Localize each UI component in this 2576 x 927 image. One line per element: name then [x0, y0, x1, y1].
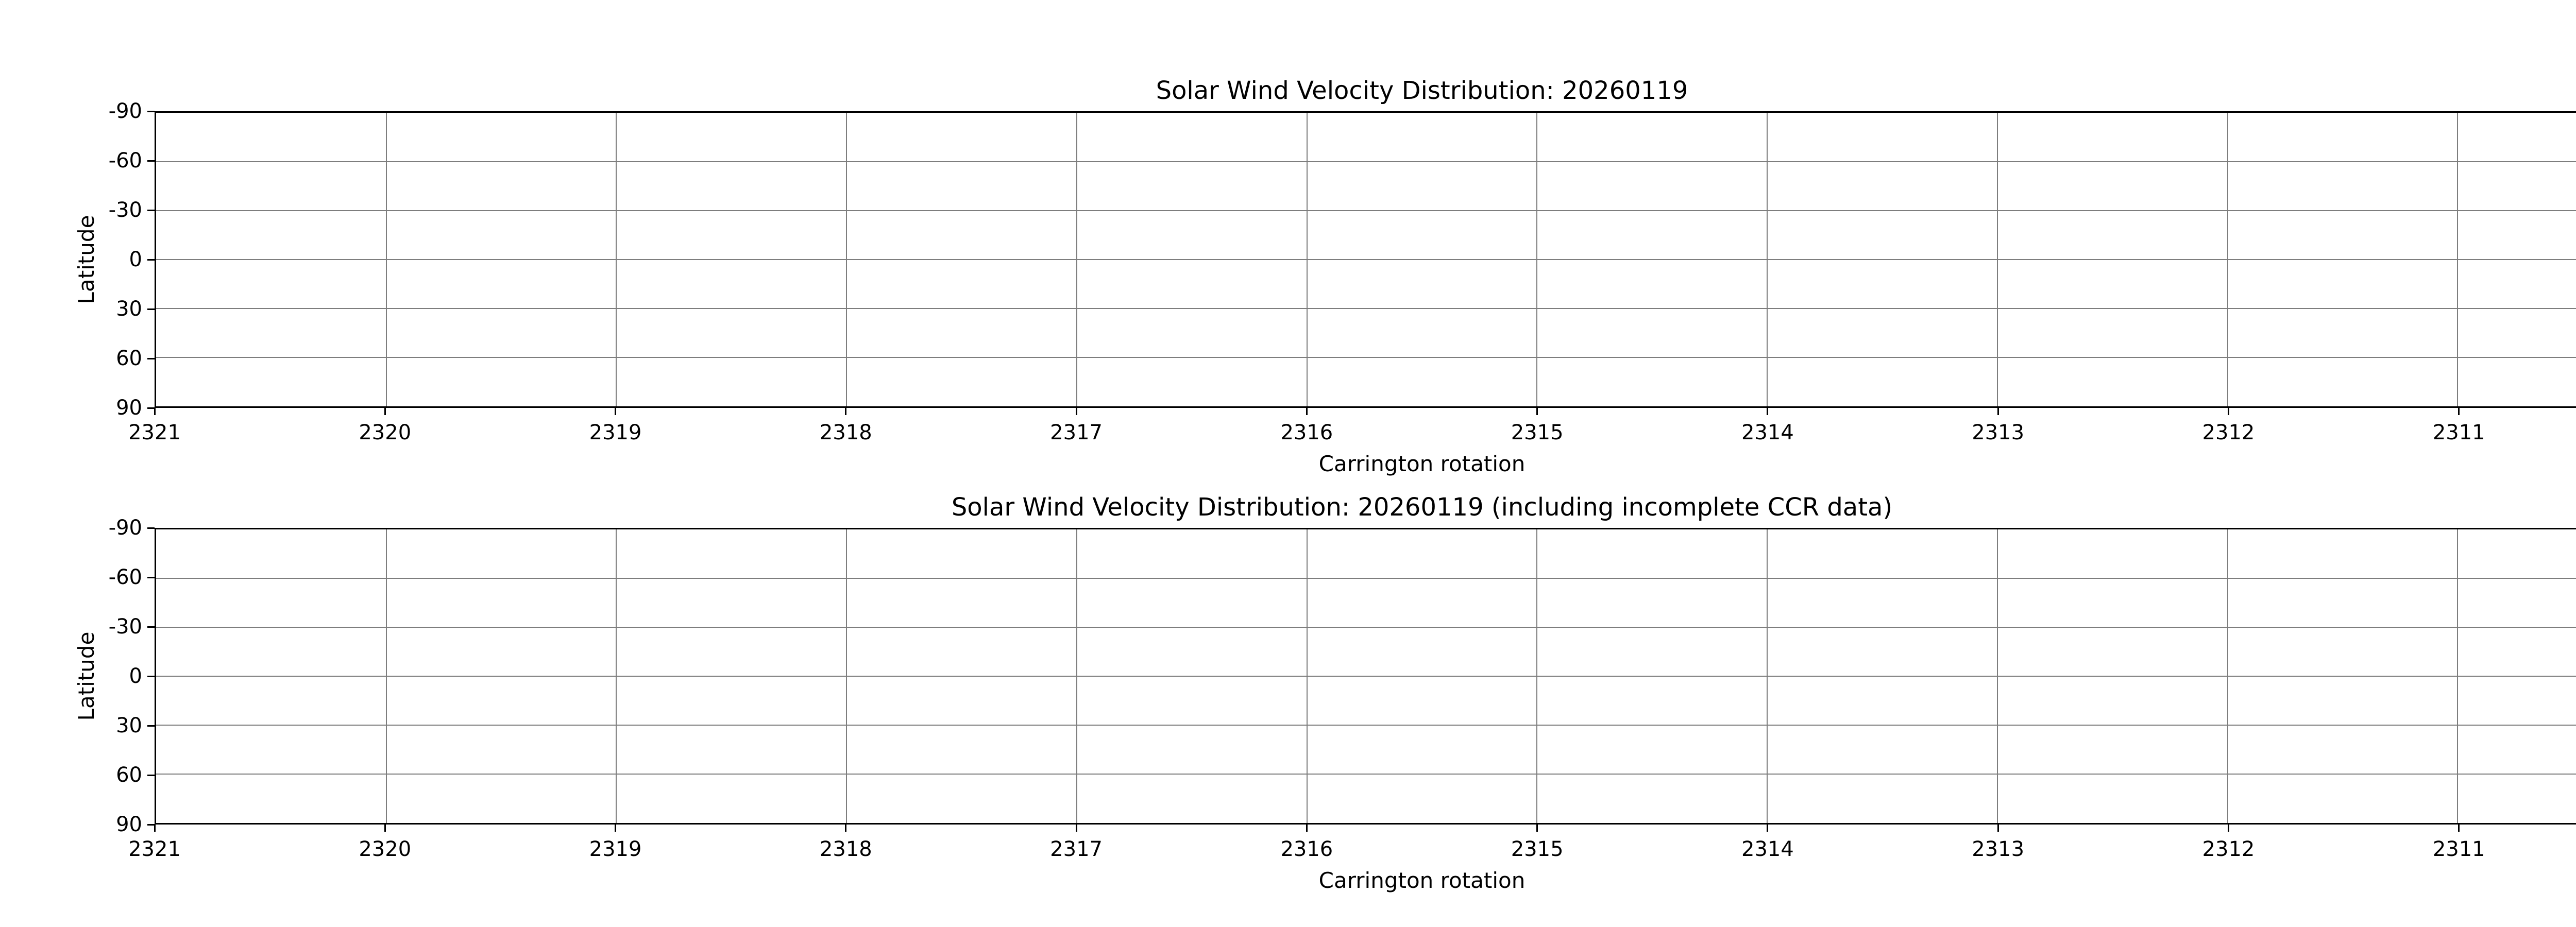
x-tick-label: 2317 — [1050, 837, 1103, 861]
x-tick-mark — [384, 825, 386, 832]
x-tick-label: 2318 — [819, 421, 872, 444]
x-tick-label: 2314 — [1741, 837, 1794, 861]
x-tick-label: 2321 — [128, 421, 181, 444]
x-tick-label: 2320 — [359, 421, 412, 444]
y-tick-label: 90 — [116, 813, 142, 836]
y-tick-mark — [147, 675, 155, 677]
gridline-horizontal — [156, 627, 2576, 628]
y-tick-mark — [147, 576, 155, 578]
x-tick-label: 2314 — [1741, 421, 1794, 444]
x-tick-label: 2321 — [128, 837, 181, 861]
x-tick-label: 2311 — [2432, 837, 2485, 861]
panel-bottom-xlabel: Carrington rotation — [1318, 868, 1526, 893]
x-tick-label: 2316 — [1280, 837, 1333, 861]
gridline-horizontal — [156, 308, 2576, 309]
y-tick-mark — [147, 823, 155, 826]
x-tick-mark — [615, 408, 617, 415]
x-tick-label: 2313 — [1972, 837, 2025, 861]
y-tick-mark — [147, 160, 155, 162]
y-tick-label: -90 — [108, 516, 142, 540]
y-tick-mark — [147, 725, 155, 727]
y-tick-label: 30 — [116, 714, 142, 737]
y-tick-label: 60 — [116, 347, 142, 370]
x-tick-mark — [845, 825, 847, 832]
y-tick-mark — [147, 259, 155, 261]
gridline-horizontal — [156, 725, 2576, 726]
x-tick-mark — [154, 408, 156, 415]
gridline-horizontal — [156, 774, 2576, 775]
panel-top-xlabel: Carrington rotation — [1318, 451, 1526, 476]
x-tick-label: 2317 — [1050, 421, 1103, 444]
gridline-horizontal — [156, 259, 2576, 260]
x-tick-mark — [1997, 408, 1999, 415]
y-tick-label: 60 — [116, 763, 142, 787]
x-tick-label: 2315 — [1511, 421, 1564, 444]
x-tick-label: 2320 — [359, 837, 412, 861]
gridline-horizontal — [156, 210, 2576, 211]
y-tick-mark — [147, 527, 155, 529]
y-tick-mark — [147, 308, 155, 310]
y-tick-label: -30 — [108, 615, 142, 639]
panel-top-title: Solar Wind Velocity Distribution: 202601… — [1156, 76, 1688, 105]
y-tick-label: 0 — [129, 248, 142, 271]
x-tick-mark — [384, 408, 386, 415]
x-tick-mark — [1536, 408, 1538, 415]
plot-area — [155, 528, 2576, 825]
x-tick-mark — [2458, 825, 2460, 832]
y-tick-mark — [147, 407, 155, 409]
gridline-horizontal — [156, 676, 2576, 677]
x-tick-mark — [1997, 825, 1999, 832]
x-tick-label: 2316 — [1280, 421, 1333, 444]
x-tick-label: 2315 — [1511, 837, 1564, 861]
x-tick-mark — [2458, 408, 2460, 415]
gridline-horizontal — [156, 161, 2576, 162]
y-tick-label: -30 — [108, 198, 142, 222]
x-tick-label: 2313 — [1972, 421, 2025, 444]
y-tick-mark — [147, 774, 155, 776]
x-tick-label: 2319 — [589, 421, 642, 444]
x-tick-label: 2311 — [2432, 421, 2485, 444]
plot-area — [155, 111, 2576, 408]
y-tick-mark — [147, 626, 155, 628]
x-tick-mark — [1767, 825, 1769, 832]
y-tick-label: -60 — [108, 565, 142, 589]
gridline-horizontal — [156, 578, 2576, 579]
x-tick-mark — [845, 408, 847, 415]
y-tick-label: 90 — [116, 396, 142, 420]
x-tick-mark — [615, 825, 617, 832]
x-tick-mark — [1306, 825, 1308, 832]
y-tick-mark — [147, 357, 155, 359]
x-tick-mark — [1075, 825, 1077, 832]
x-tick-label: 2319 — [589, 837, 642, 861]
x-tick-label: 2312 — [2202, 837, 2255, 861]
y-tick-label: 30 — [116, 297, 142, 321]
x-tick-mark — [1767, 408, 1769, 415]
y-tick-label: -60 — [108, 149, 142, 173]
x-tick-mark — [1306, 408, 1308, 415]
panel-bottom-title: Solar Wind Velocity Distribution: 202601… — [951, 493, 1893, 522]
x-tick-mark — [154, 825, 156, 832]
y-tick-label: -90 — [108, 99, 142, 123]
gridline-horizontal — [156, 357, 2576, 358]
x-tick-label: 2318 — [819, 837, 872, 861]
x-tick-mark — [2227, 825, 2229, 832]
y-tick-label: 0 — [129, 664, 142, 688]
x-tick-mark — [1536, 825, 1538, 832]
x-tick-label: 2312 — [2202, 421, 2255, 444]
x-tick-mark — [2227, 408, 2229, 415]
x-tick-mark — [1075, 408, 1077, 415]
y-tick-mark — [147, 209, 155, 211]
y-tick-mark — [147, 110, 155, 112]
